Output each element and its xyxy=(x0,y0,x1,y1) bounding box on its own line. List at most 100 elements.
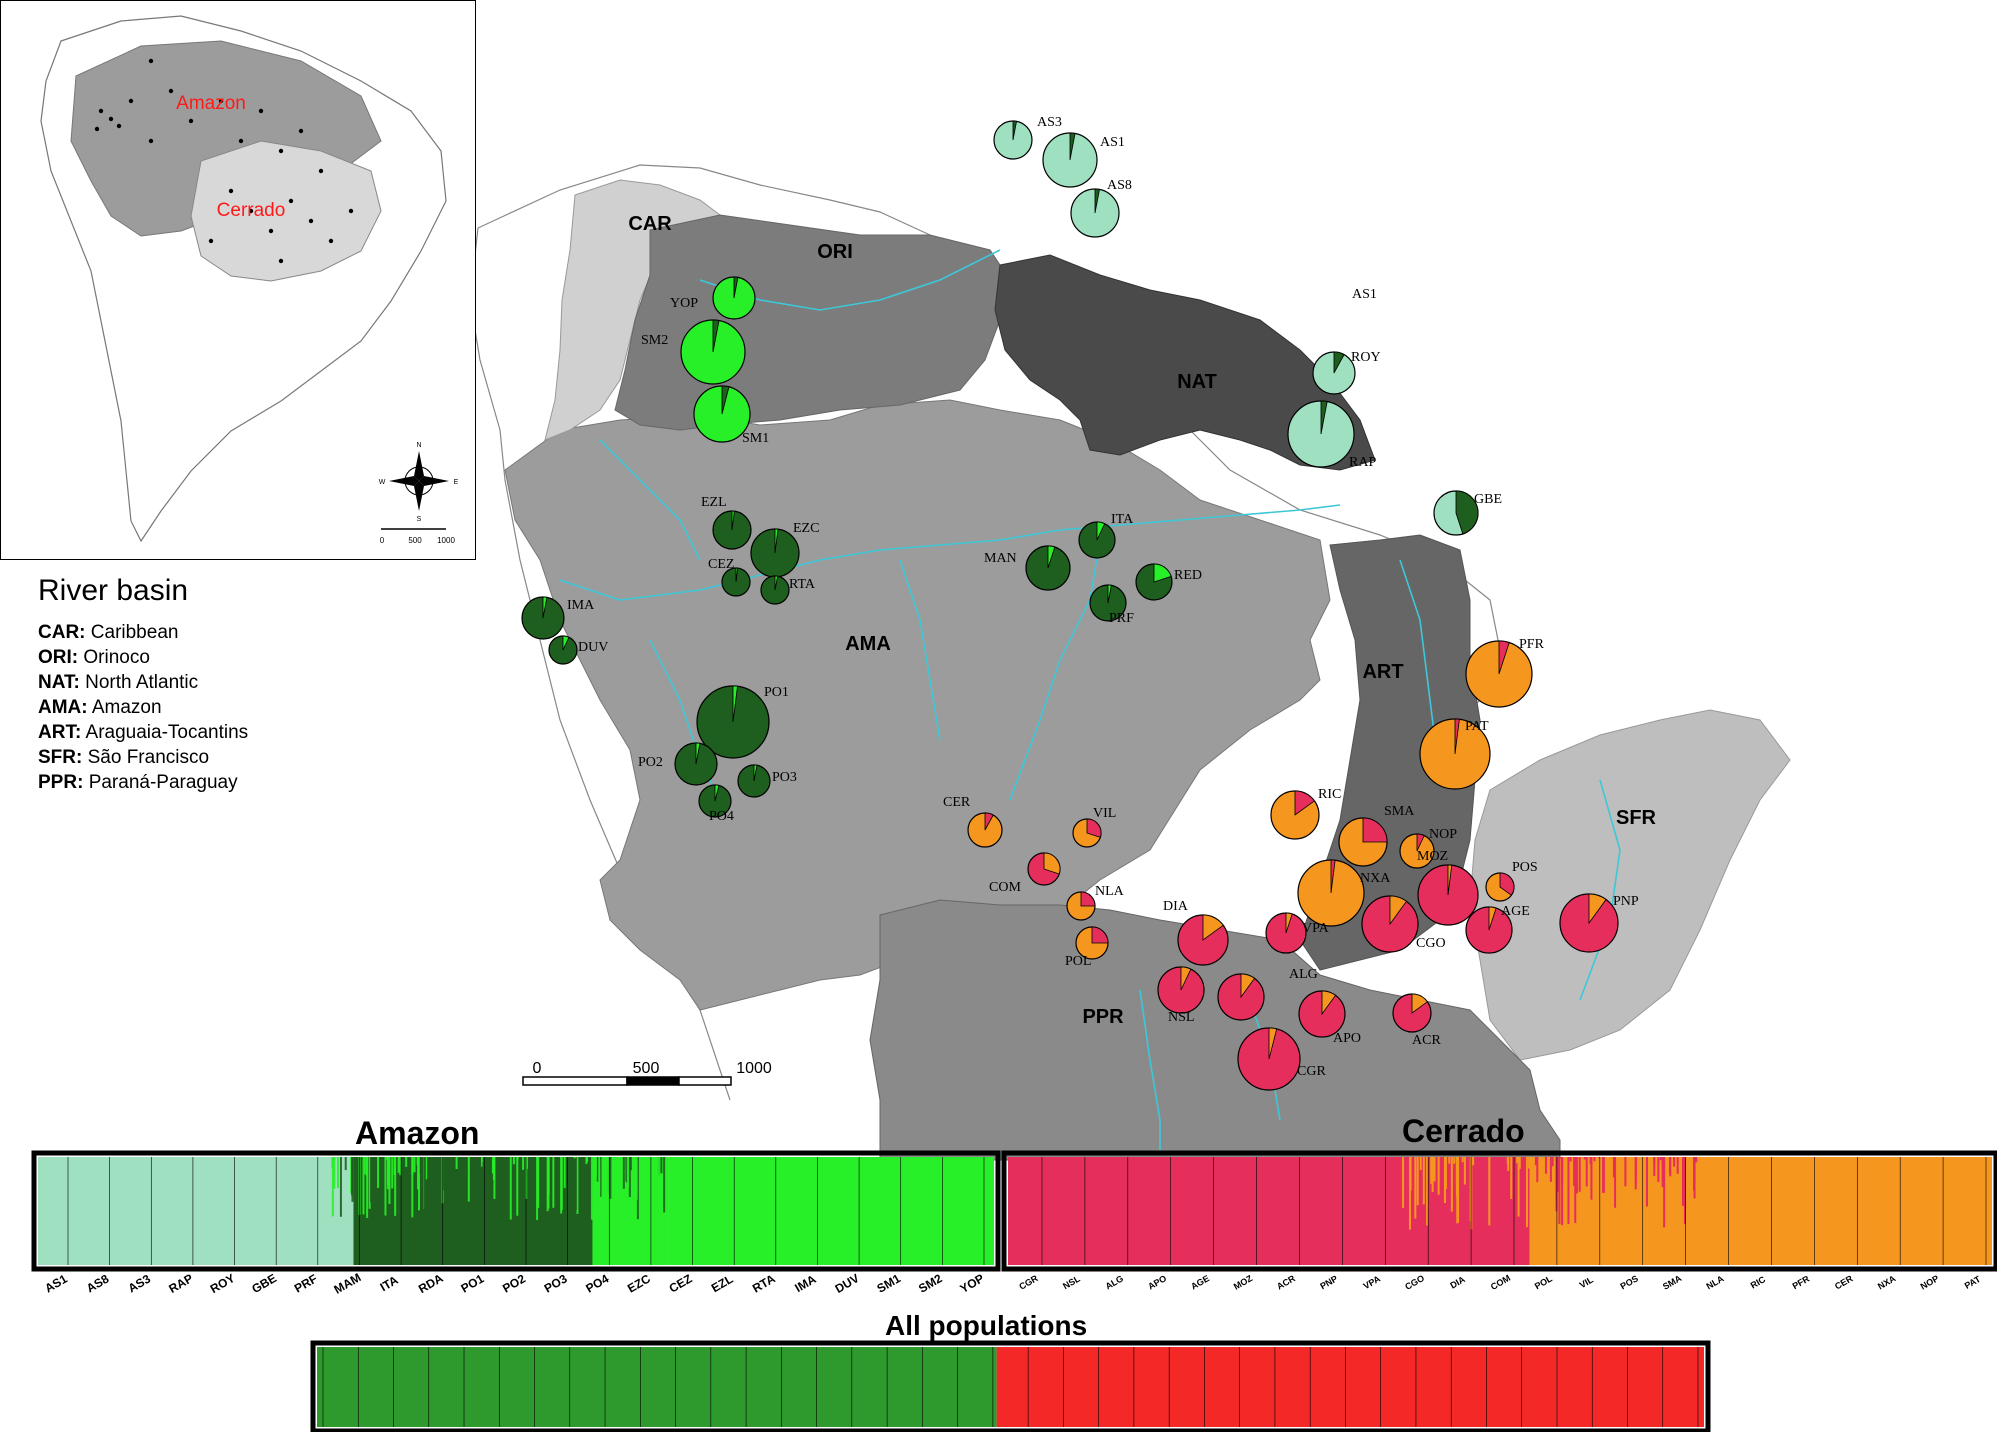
pie-slice xyxy=(1285,912,1293,934)
admixture-bar xyxy=(1573,1157,1576,1186)
legend-code: ART: xyxy=(38,722,82,743)
basin-label-ori: ORI xyxy=(817,241,853,263)
pie-man: MAN xyxy=(984,545,1071,591)
amazon-structure-frame xyxy=(31,1150,1001,1272)
amazon-pop-label: RAP xyxy=(166,1271,195,1296)
amazon-pop-label: PO1 xyxy=(458,1271,486,1295)
admixture-bar xyxy=(1681,1157,1684,1206)
pie-red: RED xyxy=(1135,563,1202,601)
pie-slice xyxy=(1086,818,1102,838)
amazon-pop-label: DUV xyxy=(833,1271,862,1296)
admixture-bar xyxy=(331,1157,334,1217)
admixture-bar xyxy=(1536,1157,1539,1183)
amazon-pop-label: PO2 xyxy=(500,1271,528,1295)
amazon-pop-label: CEZ xyxy=(667,1271,695,1295)
admixture-bar xyxy=(479,1157,482,1208)
admixture-bar xyxy=(594,1157,597,1177)
cerrado-pop-label: POS xyxy=(1618,1273,1639,1291)
basin-amazon xyxy=(504,399,1331,1011)
pie-label: EZL xyxy=(701,495,727,510)
admixture-bar xyxy=(1450,1157,1453,1212)
pie-pos: POS xyxy=(1485,860,1538,902)
admixture-bar xyxy=(1659,1157,1662,1161)
admixture-bar xyxy=(555,1157,558,1170)
pie-slice xyxy=(714,784,720,802)
pie-slice xyxy=(1094,188,1100,214)
pie-slice xyxy=(1416,833,1425,852)
admixture-bar xyxy=(1556,1157,1559,1175)
pie-label: NSL xyxy=(1168,1010,1194,1025)
legend-code: AMA: xyxy=(38,697,88,718)
pie-label: PO1 xyxy=(764,685,789,700)
pie-label: EZC xyxy=(793,521,819,536)
admixture-bar xyxy=(1590,1157,1593,1200)
admixture-bar xyxy=(586,1157,589,1162)
admixture-bar xyxy=(1585,1157,1588,1187)
legend-name: North Atlantic xyxy=(85,672,199,693)
pie-slice xyxy=(1498,640,1510,675)
amazon-structure-title: Amazon xyxy=(355,1115,480,1151)
pie-ezl: EZL xyxy=(701,495,752,550)
pie-label: IMA xyxy=(567,598,595,613)
amazon-cluster-block xyxy=(38,1157,354,1265)
pie-slice xyxy=(1080,891,1096,907)
pie-label: SM2 xyxy=(641,333,668,348)
pie-sma: SMA xyxy=(1338,804,1415,867)
admixture-bar xyxy=(1634,1157,1637,1190)
cerrado-pop-label: AGE xyxy=(1189,1273,1211,1291)
admixture-bar xyxy=(1612,1157,1615,1178)
basin-label-art: ART xyxy=(1362,661,1403,683)
pie-cer: CER xyxy=(943,795,1003,848)
amazon-pop-label: PRF xyxy=(292,1271,320,1295)
cerrado-pop-label: NLA xyxy=(1705,1273,1726,1291)
cerrado-pop-label: RIC xyxy=(1749,1274,1768,1291)
amazon-pop-label: SM1 xyxy=(875,1271,904,1296)
cerrado-pop-label: COM xyxy=(1489,1273,1512,1292)
pie-slice xyxy=(1091,926,1109,944)
admixture-bar xyxy=(443,1157,446,1191)
admixture-bar xyxy=(560,1157,563,1211)
pie-label: POL xyxy=(1065,954,1091,969)
admixture-bar xyxy=(1558,1157,1561,1224)
pie-vpa: VPA xyxy=(1265,912,1330,954)
cerrado-pop-label: PNP xyxy=(1318,1273,1339,1291)
cerrado-pop-label: NXA xyxy=(1876,1273,1898,1291)
pie-slice xyxy=(695,742,701,765)
admixture-bar xyxy=(629,1157,632,1171)
pie-duv: DUV xyxy=(548,635,608,665)
admixture-bar xyxy=(1673,1157,1676,1167)
pie-prf: PRF xyxy=(1089,584,1134,626)
inset-label-amazon: Amazon xyxy=(176,93,246,114)
pie-vil: VIL xyxy=(1072,806,1116,848)
admixture-bar xyxy=(569,1157,572,1174)
amazon-pop-label: AS1 xyxy=(42,1271,69,1295)
admixture-bar xyxy=(489,1157,492,1190)
pie-ita: ITA xyxy=(1078,512,1134,559)
basin-araguaia-tocantins xyxy=(1299,534,1481,971)
admixture-bar xyxy=(1549,1157,1552,1182)
pie-label: MAN xyxy=(984,551,1017,566)
admixture-bar xyxy=(370,1157,373,1202)
basin-label-nat: NAT xyxy=(1177,371,1217,393)
cerrado-pop-label: CGO xyxy=(1403,1273,1426,1292)
legend-item-ori: ORI: Orinoco xyxy=(38,645,458,670)
admixture-bar xyxy=(516,1157,519,1160)
legend-title: River basin xyxy=(38,574,189,607)
legend-name: Amazon xyxy=(91,697,162,718)
legend-code: PPR: xyxy=(38,772,84,793)
pie-ric: RIC xyxy=(1270,787,1341,840)
admixture-bar xyxy=(552,1157,555,1208)
pie-slice xyxy=(1043,852,1061,875)
map-scale-tick-500: 500 xyxy=(633,1060,660,1077)
admixture-bar xyxy=(1653,1157,1656,1176)
pie-po2: PO2 xyxy=(638,742,718,786)
admixture-bar xyxy=(600,1157,603,1197)
inset-label-cerrado: Cerrado xyxy=(217,200,286,221)
inset-map: Amazon Cerrado N E S W 0 500 1000 xyxy=(0,0,476,560)
pie-slice xyxy=(1499,872,1515,896)
admixture-bar xyxy=(1555,1157,1558,1206)
admixture-bar xyxy=(1683,1157,1686,1224)
admixture-bar xyxy=(1653,1157,1656,1165)
admixture-bar xyxy=(1463,1157,1466,1185)
